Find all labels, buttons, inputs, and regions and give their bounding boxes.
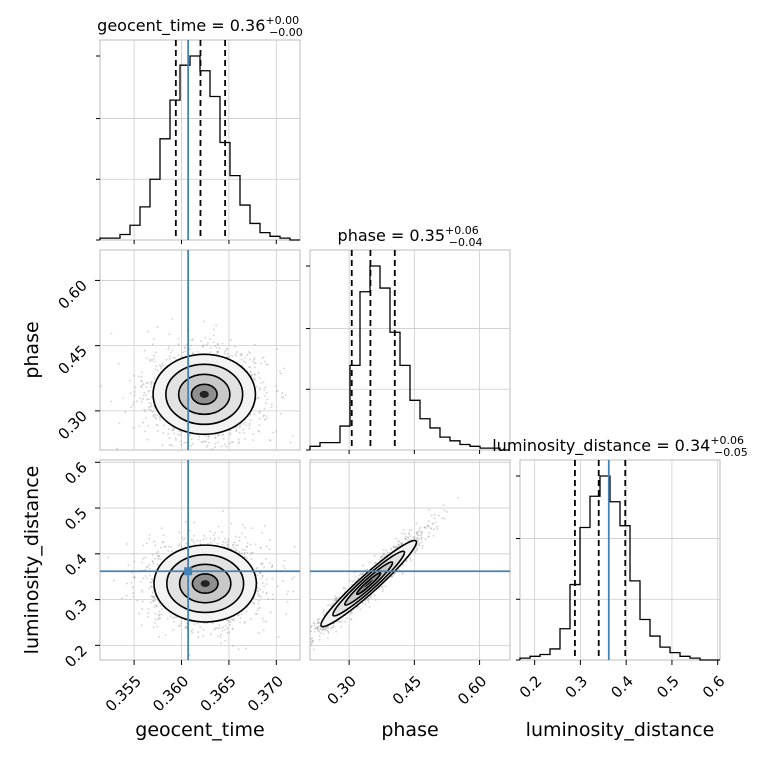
- panel-title: phase = 0.35+0.06 −0.04: [338, 224, 483, 249]
- contour-line: [320, 539, 418, 628]
- contour-line: [332, 550, 406, 617]
- density-layer: [107, 510, 296, 657]
- contour-line: [166, 553, 245, 614]
- panel-hist-luminosity_distance: luminosity_distance = 0.34+0.06 −0.05: [492, 434, 748, 661]
- x-axis-label: geocent_time: [135, 719, 264, 741]
- x-tick-label: 0.370: [244, 672, 287, 715]
- x-tick-label: 0.5: [653, 672, 683, 702]
- panel-2d-geocent_time-luminosity_distance: [99, 459, 301, 661]
- density-fill: [199, 390, 209, 398]
- contour-line: [344, 561, 394, 606]
- contour-line: [178, 563, 232, 604]
- y-axis-label: phase: [21, 321, 43, 378]
- panel-title: luminosity_distance = 0.34+0.06 −0.05: [492, 434, 748, 459]
- contour-line: [190, 383, 218, 406]
- x-tick-label: 0.4: [607, 672, 637, 702]
- panel-title: geocent_time = 0.36+0.00 −0.00: [97, 14, 303, 39]
- histogram-phase: [309, 265, 510, 451]
- contour-line: [165, 363, 244, 426]
- x-tick-label: 0.6: [699, 672, 729, 702]
- x-axis-label: phase: [381, 719, 438, 741]
- y-tick-label: 0.3: [61, 596, 91, 626]
- x-tick-label: 0.3: [562, 672, 592, 702]
- x-tick-label: 0.2: [516, 672, 546, 702]
- panel-frame: [309, 459, 511, 661]
- density-fill: [364, 579, 373, 588]
- title-text: phase = 0.35+0.06 −0.04: [338, 224, 483, 249]
- panel-2d-phase-luminosity_distance: [309, 459, 511, 661]
- histogram-luminosity_distance: [519, 475, 720, 661]
- title-text: geocent_time = 0.36+0.00 −0.00: [97, 14, 303, 39]
- panel-hist-phase: phase = 0.35+0.06 −0.04: [306, 224, 511, 451]
- y-tick-label: 0.4: [61, 550, 91, 580]
- panel-2d-geocent_time-phase: [99, 249, 301, 451]
- y-tick-label: 0.2: [61, 641, 91, 671]
- contour-line: [355, 572, 382, 596]
- panel-frame: [309, 249, 511, 451]
- y-tick-label: 0.60: [54, 277, 90, 313]
- x-tick-label: 0.60: [454, 672, 490, 708]
- contour-line: [191, 573, 219, 594]
- x-tick-label: 0.360: [149, 672, 192, 715]
- x-tick-label: 0.30: [324, 672, 360, 708]
- y-tick-label: 0.5: [61, 504, 91, 534]
- x-tick-label: 0.365: [197, 672, 240, 715]
- panel-frame: [519, 459, 721, 661]
- y-tick-label: 0.30: [54, 407, 90, 443]
- y-tick-label: 0.6: [61, 458, 91, 488]
- y-axis-label: luminosity_distance: [21, 466, 43, 655]
- x-tick-label: 0.355: [102, 672, 145, 715]
- density-layer: [100, 318, 294, 450]
- panel-hist-geocent_time: geocent_time = 0.36+0.00 −0.00: [96, 14, 303, 241]
- title-text: luminosity_distance = 0.34+0.06 −0.05: [492, 434, 748, 459]
- x-tick-label: 0.45: [389, 672, 425, 708]
- contour-line: [153, 544, 258, 623]
- contour-line: [177, 373, 231, 416]
- density-layer: [310, 496, 460, 651]
- x-axis-label: luminosity_distance: [526, 719, 715, 741]
- y-tick-label: 0.45: [54, 342, 90, 378]
- density-fill: [200, 580, 210, 588]
- truth-marker: [184, 567, 193, 576]
- contour-line: [152, 353, 257, 436]
